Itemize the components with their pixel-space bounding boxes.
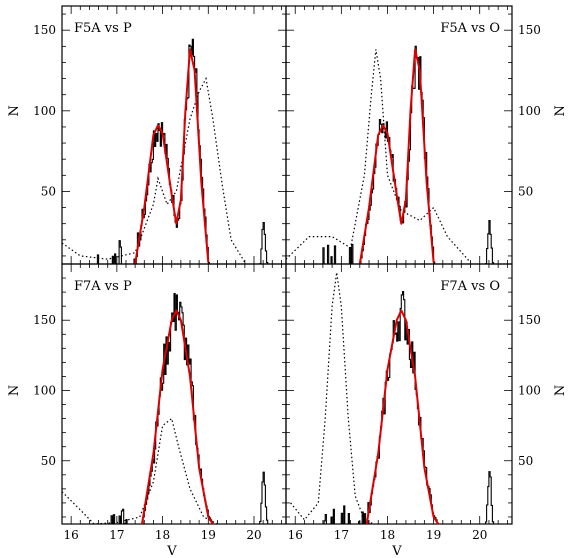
y-axis-label: N [553, 105, 568, 116]
panel-f5a-vs-o: 50 100 150 N F5A vs O [285, 5, 568, 265]
panel-frame [61, 5, 287, 265]
y-axis-label: N [7, 105, 22, 116]
observed-histogram [323, 291, 495, 524]
x-axis-label: V [166, 544, 177, 558]
x-tick-label: 19 [426, 528, 441, 542]
x-tick-label: 17 [334, 528, 349, 542]
comparison-dotted-line [286, 49, 471, 263]
panel-f7a-vs-p: 50 100 150 N F7A vs P [7, 263, 287, 525]
panel-frame [285, 263, 513, 525]
observed-histogram [96, 38, 269, 264]
model-fit-line [358, 48, 435, 264]
plot-area [62, 292, 269, 524]
shared-axis-labels: 16 17 18 19 20 V 16 17 18 19 20 V [64, 528, 488, 558]
comparison-dotted-line [62, 76, 246, 263]
y-axis-label: N [7, 385, 22, 396]
plot-area [62, 38, 269, 264]
y-axis-label: N [553, 385, 568, 396]
y-tick-label: 150 [518, 313, 541, 327]
panel-frame [285, 5, 513, 265]
observed-histogram [110, 292, 269, 524]
x-tick-label: 20 [246, 528, 261, 542]
y-tick-label: 50 [41, 184, 56, 198]
comparison-dotted-line [62, 417, 218, 524]
plot-area [286, 45, 495, 264]
x-tick-label: 17 [109, 528, 124, 542]
comparison-dotted-line [290, 272, 374, 524]
y-tick-label: 150 [518, 23, 541, 37]
model-fit-line [134, 48, 210, 264]
observed-histogram [322, 45, 495, 264]
y-tick-label: 50 [518, 454, 533, 468]
x-tick-label: 16 [64, 528, 79, 542]
plot-area [290, 272, 495, 524]
model-fit-line [141, 309, 214, 524]
x-axis-label: V [391, 544, 402, 558]
panel-label: F7A vs P [74, 279, 132, 294]
x-tick-label: 20 [472, 528, 487, 542]
y-tick-label: 100 [518, 383, 541, 397]
x-tick-label: 18 [380, 528, 395, 542]
panel-f7a-vs-o: 50 100 150 N F7A vs O [285, 263, 568, 525]
model-fit-line [365, 309, 440, 524]
x-tick-label: 19 [201, 528, 216, 542]
panel-label: F5A vs P [74, 21, 132, 36]
y-tick-label: 150 [33, 313, 56, 327]
y-tick-label: 100 [33, 104, 56, 118]
y-tick-label: 150 [33, 23, 56, 37]
y-tick-label: 50 [518, 184, 533, 198]
y-tick-label: 50 [41, 454, 56, 468]
panel-f5a-vs-p: 50 100 150 N F5A vs P [7, 5, 287, 265]
y-tick-label: 100 [33, 383, 56, 397]
y-tick-label: 100 [518, 104, 541, 118]
x-tick-label: 16 [288, 528, 303, 542]
panel-label: F7A vs O [440, 279, 500, 294]
panel-label: F5A vs O [440, 21, 500, 36]
x-tick-label: 18 [155, 528, 170, 542]
